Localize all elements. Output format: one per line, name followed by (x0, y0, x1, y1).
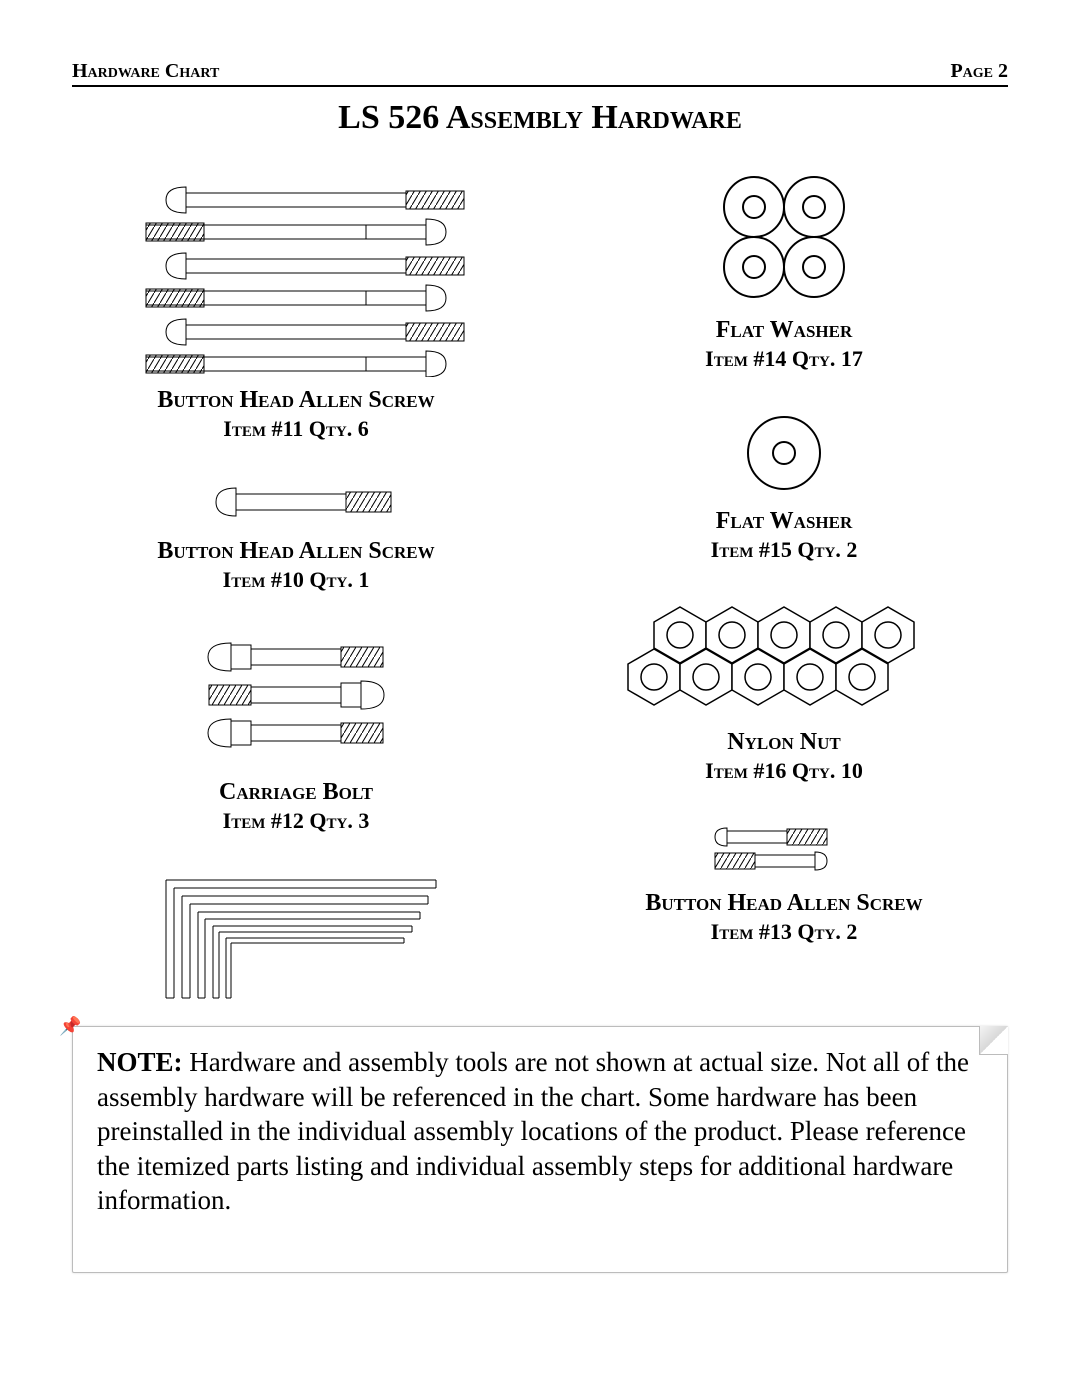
washers-4-icon (699, 167, 869, 307)
hw-item-line: Item #10 Qty. 1 (157, 567, 434, 593)
hw-name: Carriage Bolt (176, 779, 416, 806)
allen-wrench-icon (136, 870, 456, 1010)
allen-wrenches (136, 870, 456, 1010)
hw-item-11: Button Head Allen Screw Item #11 Qty. 6 (106, 167, 486, 442)
hw-item-16: Nylon Nut Item #16 Qty. 10 (624, 599, 944, 784)
hw-name: Button Head Allen Screw (157, 538, 434, 565)
right-column: Flat Washer Item #14 Qty. 17 Flat Washer… (560, 167, 1008, 1018)
folded-corner-icon (979, 1026, 1008, 1055)
hw-item-line: Item #11 Qty. 6 (106, 416, 486, 442)
screws-small-icon (699, 820, 869, 880)
page: Hardware Chart Page 2 LS 526 Assembly Ha… (0, 0, 1080, 1333)
hw-item-15: Flat Washer Item #15 Qty. 2 (711, 408, 858, 563)
hw-name: Button Head Allen Screw (106, 387, 486, 414)
hw-item-line: Item #14 Qty. 17 (699, 346, 869, 372)
note-label: NOTE: (97, 1047, 183, 1077)
note-text: Hardware and assembly tools are not show… (97, 1047, 969, 1215)
page-title: LS 526 Assembly Hardware (72, 99, 1008, 137)
page-header: Hardware Chart Page 2 (72, 60, 1008, 87)
hardware-columns: Button Head Allen Screw Item #11 Qty. 6 … (72, 167, 1008, 1018)
hw-item-line: Item #15 Qty. 2 (711, 537, 858, 563)
hw-item-10: Button Head Allen Screw Item #10 Qty. 1 (157, 478, 434, 593)
header-right: Page 2 (950, 60, 1008, 83)
hw-name: Flat Washer (711, 508, 858, 535)
screw-short-icon (191, 478, 401, 528)
note-box: 📌 NOTE: Hardware and assembly tools are … (72, 1026, 1008, 1273)
carriage-bolt-icon (176, 629, 416, 769)
hw-item-line: Item #12 Qty. 3 (176, 808, 416, 834)
hw-item-12: Carriage Bolt Item #12 Qty. 3 (176, 629, 416, 834)
hw-item-13: Button Head Allen Screw Item #13 Qty. 2 (645, 820, 922, 945)
hw-item-line: Item #16 Qty. 10 (624, 758, 944, 784)
hw-name: Nylon Nut (624, 729, 944, 756)
hw-name: Button Head Allen Screw (645, 890, 922, 917)
nuts-10-icon (624, 599, 944, 719)
hw-name: Flat Washer (699, 317, 869, 344)
washer-1-icon (729, 408, 839, 498)
hw-item-line: Item #13 Qty. 2 (645, 919, 922, 945)
header-left: Hardware Chart (72, 60, 219, 83)
hw-item-14: Flat Washer Item #14 Qty. 17 (699, 167, 869, 372)
pin-icon: 📌 (59, 1015, 81, 1038)
left-column: Button Head Allen Screw Item #11 Qty. 6 … (72, 167, 520, 1018)
screws-long-icon (106, 167, 486, 377)
